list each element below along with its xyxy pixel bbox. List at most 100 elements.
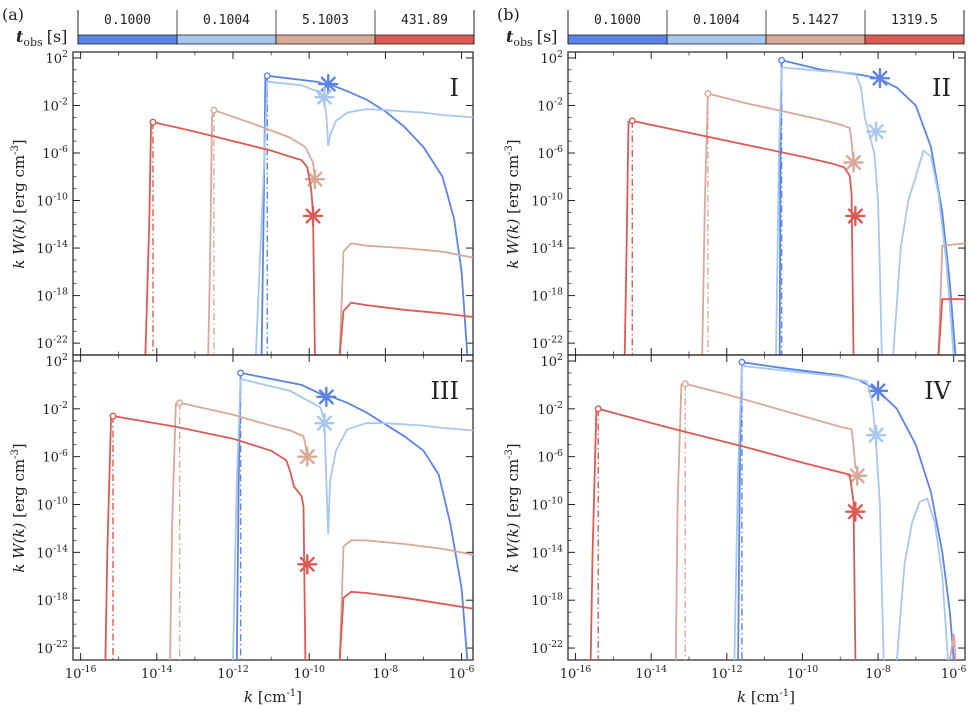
x-tick-label-III-4-mantissa: 10 xyxy=(373,667,390,682)
x-tick-label-IV-3-mantissa: 10 xyxy=(787,667,804,682)
y-tick-label-II-2-exponent: -6 xyxy=(554,144,563,155)
y-tick-label-I-3: 10-10 xyxy=(36,192,68,210)
x-tick-label-III-2: 10-12 xyxy=(217,664,249,682)
y-tick-label-IV-2-mantissa: 10 xyxy=(537,451,554,466)
series-star-marker-IV-0 xyxy=(867,380,889,402)
axis-labels: k W(k) [erg cm-3]k W(k) [erg cm-3]k W(k)… xyxy=(10,139,795,706)
series-tail-II-2 xyxy=(937,242,965,355)
y-tick-label-IV-2-exponent: -6 xyxy=(554,448,563,459)
y-tick-label-I-6-mantissa: 10 xyxy=(36,337,53,352)
panel-label-III: III xyxy=(431,377,459,405)
legend-swatch-a-0 xyxy=(77,34,178,45)
y-tick-label-I-0-mantissa: 10 xyxy=(46,52,63,67)
legend-b: tobs [s] 0.1000 0.1004 5.1427 1319.5 xyxy=(506,10,965,49)
y-tick-label-II-4: 10-14 xyxy=(531,239,563,257)
y-tick-label-IV-0: 102 xyxy=(541,352,564,370)
y-tick-label-II-4-mantissa: 10 xyxy=(531,242,548,257)
x-tick-label-III-5-exponent: -6 xyxy=(465,664,474,675)
y-tick-label-III-4-exponent: -14 xyxy=(53,544,68,555)
y-tick-label-III-6-mantissa: 10 xyxy=(36,642,53,657)
star-arm-II-3-3 xyxy=(847,208,863,224)
y-tick-label-II-1-mantissa: 10 xyxy=(537,99,554,114)
y-tick-label-III-4: 10-14 xyxy=(36,544,68,562)
y-tick-label-III-2-mantissa: 10 xyxy=(42,451,59,466)
series-peak-marker-II-3 xyxy=(628,117,636,125)
y-axis-label-close-a-bottom: ] xyxy=(10,443,28,449)
legend-value-a-3: 431.89 xyxy=(401,13,448,28)
y-tick-label-IV-5: 10-18 xyxy=(531,591,563,609)
y-tick-label-IV-3-mantissa: 10 xyxy=(531,499,548,514)
legend-value-a-2: 5.1003 xyxy=(302,13,349,28)
y-tick-label-III-5-mantissa: 10 xyxy=(36,594,53,609)
star-arm-III-3-3 xyxy=(299,556,315,572)
series-rise-I-2 xyxy=(207,109,215,355)
y-axis-label-close-b-bottom: ] xyxy=(504,443,522,449)
series-peak-marker-I-3 xyxy=(149,118,157,126)
x-axis-label-a: k [cm-1] xyxy=(244,688,302,706)
panel-label-I: I xyxy=(450,74,459,102)
y-tick-label-III-0-exponent: 2 xyxy=(62,352,68,363)
series-line-III-0 xyxy=(240,372,469,660)
series-peak-marker-I-0 xyxy=(263,72,271,80)
figure-label-b: (b) xyxy=(497,5,520,24)
series-peak-marker-III-0 xyxy=(237,369,245,377)
figure-label-a: (a) xyxy=(2,5,24,24)
series-line-III-3 xyxy=(112,415,307,660)
x-tick-label-IV-3: 10-10 xyxy=(787,664,819,682)
panel-frame-IV xyxy=(567,354,966,661)
y-axis-label-unit-b-bottom: [erg cm xyxy=(504,459,522,518)
star-arm-II-0-3 xyxy=(872,70,888,86)
y-axis-label-exp-b-bottom: -3 xyxy=(504,449,515,459)
y-tick-label-II-5-exponent: -18 xyxy=(548,287,563,298)
x-tick-label-IV-0: 10-16 xyxy=(560,664,592,682)
y-tick-label-I-1-exponent: -2 xyxy=(59,97,68,108)
series-rise-II-3 xyxy=(623,120,630,355)
x-tick-label-III-1-exponent: -14 xyxy=(158,664,173,675)
figure-labels: (a) (b) xyxy=(2,5,520,24)
x-axis-label-close-a: ] xyxy=(296,688,302,706)
y-tick-label-II-0-mantissa: 10 xyxy=(541,52,558,67)
x-axis-label-b: k [cm-1] xyxy=(737,688,795,706)
legend-swatch-b-2 xyxy=(765,34,866,45)
y-tick-label-IV-0-mantissa: 10 xyxy=(541,355,558,370)
y-axis-label-b-top: k W(k) [erg cm-3] xyxy=(504,139,522,268)
series-line-III-2 xyxy=(179,401,309,457)
legend-value-b-2: 5.1427 xyxy=(792,13,839,28)
y-axis-label-symbol-b-bottom: k W(k) xyxy=(504,518,522,573)
series-star-marker-IV-2 xyxy=(847,465,868,487)
y-axis-label-close-a-top: ] xyxy=(10,139,28,145)
panels: 10210-210-610-1010-1410-1810-22I10210-21… xyxy=(36,49,966,682)
x-tick-label-IV-5: 10-6 xyxy=(941,664,967,682)
y-axis-label-b-bottom: k W(k) [erg cm-3] xyxy=(504,443,522,572)
y-axis-label-exp-b-top: -3 xyxy=(504,145,515,155)
x-tick-label-IV-5-mantissa: 10 xyxy=(941,667,958,682)
x-tick-label-IV-0-exponent: -16 xyxy=(576,664,591,675)
y-tick-label-IV-3: 10-10 xyxy=(531,496,563,514)
y-tick-label-III-2-exponent: -6 xyxy=(59,448,68,459)
legend-swatch-a-2 xyxy=(275,34,376,45)
y-tick-label-IV-3-exponent: -10 xyxy=(548,496,563,507)
y-tick-label-II-6: 10-22 xyxy=(531,334,563,352)
series-line-I-2 xyxy=(213,109,316,180)
series-rise-III-3 xyxy=(104,415,112,660)
y-tick-label-III-0-mantissa: 10 xyxy=(46,355,63,370)
y-tick-label-III-1-mantissa: 10 xyxy=(42,403,59,418)
series-line-IV-1 xyxy=(741,364,885,660)
y-tick-label-II-1: 10-2 xyxy=(537,97,563,115)
y-tick-label-I-1-mantissa: 10 xyxy=(42,99,59,114)
star-arm-III-0-3 xyxy=(318,389,334,405)
series-rise-IV-3 xyxy=(589,408,598,660)
legend-value-b-1: 0.1004 xyxy=(693,13,740,28)
x-tick-label-III-3: 10-10 xyxy=(293,664,325,682)
x-tick-label-IV-2: 10-12 xyxy=(711,664,743,682)
y-tick-label-II-1-exponent: -2 xyxy=(554,97,563,108)
series-tail-IV-1 xyxy=(896,497,949,660)
y-tick-label-IV-6-mantissa: 10 xyxy=(531,642,548,657)
y-tick-label-I-0-exponent: 2 xyxy=(62,49,68,60)
series-tail-IV-2 xyxy=(949,633,957,660)
series-rise-I-3 xyxy=(144,122,152,355)
series-rise-III-1 xyxy=(232,378,242,660)
series-peak-marker-III-2 xyxy=(176,399,184,407)
